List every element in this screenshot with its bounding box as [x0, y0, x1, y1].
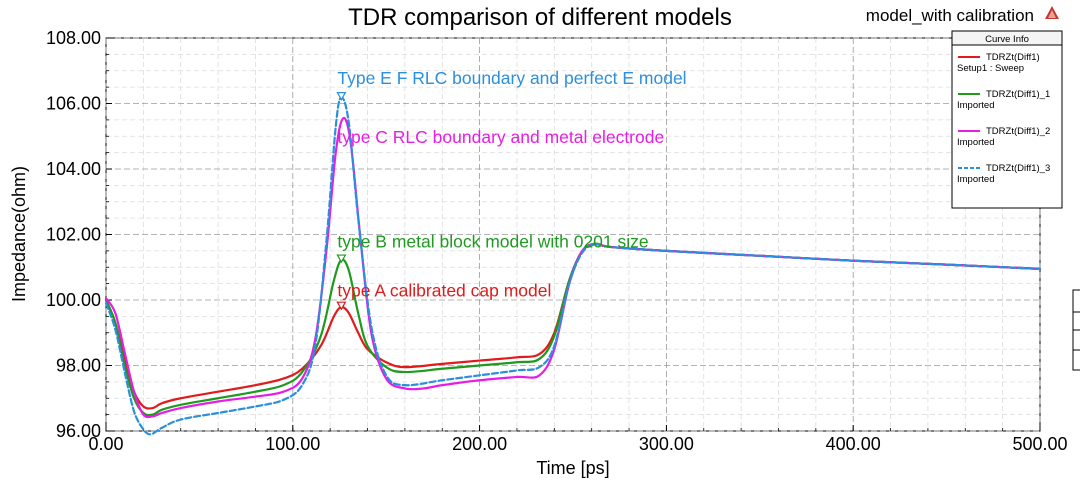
y-tick-label: 102.00	[46, 225, 101, 245]
chart-title: TDR comparison of different models	[348, 4, 732, 31]
y-axis-label: Impedance(ohm)	[9, 166, 29, 302]
series-line-3[interactable]	[104, 96, 1042, 436]
legend-label: TDRZt(Diff1)_1	[986, 89, 1050, 100]
marker-triangle-1[interactable]	[336, 254, 347, 264]
marker-triangle-2[interactable]	[336, 92, 347, 101]
legend-sublabel: Imported	[957, 137, 995, 148]
chart-subtitle: model_with calibration	[866, 6, 1034, 25]
x-tick-label: 300.00	[639, 434, 694, 454]
legend-sublabel: Imported	[957, 174, 995, 185]
app-logo-icon	[1045, 6, 1059, 19]
y-tick-label: 106.00	[46, 94, 101, 114]
x-tick-label: 200.00	[452, 434, 507, 454]
legend-label: TDRZt(Diff1)_2	[986, 126, 1050, 137]
annotations-group: Type E F RLC boundary and perfect E mode…	[337, 68, 686, 301]
legend-box[interactable]: Curve Info TDRZt(Diff1)Setup1 : SweepTDR…	[951, 30, 1063, 209]
y-tick-label: 96.00	[56, 421, 101, 441]
annotation-1: type C RLC boundary and metal electrode	[337, 127, 664, 147]
marker-triangle-0[interactable]	[336, 301, 347, 311]
annotation-0: Type E F RLC boundary and perfect E mode…	[337, 68, 686, 88]
series-group	[104, 96, 1042, 436]
annotation-3: type A calibrated cap model	[337, 281, 551, 301]
x-tick-label: 500.00	[1012, 434, 1067, 454]
x-tick-label: 400.00	[826, 434, 881, 454]
legend-label: TDRZt(Diff1)	[986, 52, 1040, 63]
y-tick-label: 100.00	[46, 290, 101, 310]
legend-entry-0[interactable]: TDRZt(Diff1)Setup1 : Sweep	[957, 52, 1040, 74]
markers-group	[336, 92, 347, 311]
legend-label: TDRZt(Diff1)_3	[986, 163, 1050, 174]
legend-sublabel: Setup1 : Sweep	[957, 63, 1024, 74]
x-tick-label: 100.00	[265, 434, 320, 454]
legend-sublabel: Imported	[957, 100, 995, 111]
background-table-fragment	[1072, 289, 1080, 371]
x-axis-label: Time [ps]	[536, 458, 609, 478]
y-tick-label: 108.00	[46, 28, 101, 48]
x-tick-label: 0.00	[88, 434, 123, 454]
y-tick-label: 104.00	[46, 159, 101, 179]
legend-title: Curve Info	[985, 34, 1029, 45]
y-tick-label: 98.00	[56, 356, 101, 376]
axis-ticks: 0.00 100.00 200.00 300.00 400.00 500.00 96.00 9…	[46, 28, 1068, 454]
annotation-2: type B metal block model with 0201 size	[337, 232, 648, 252]
